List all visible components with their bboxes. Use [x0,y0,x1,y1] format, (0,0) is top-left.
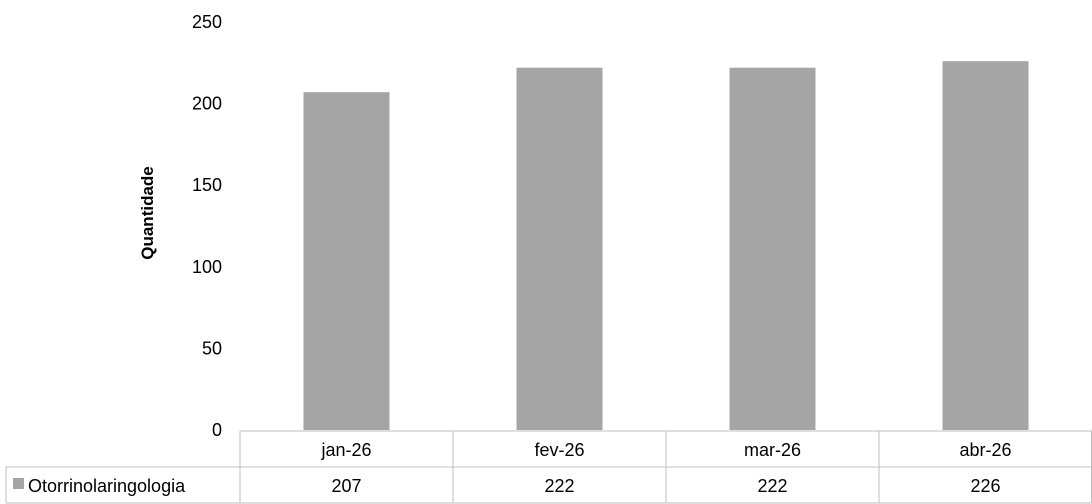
data-table-value: 226 [970,476,1000,496]
legend-swatch [13,478,24,489]
bar-fev-26 [516,67,603,430]
y-tick-label: 250 [192,12,222,32]
bar-abr-26 [942,61,1029,430]
y-tick-label: 50 [202,338,222,358]
y-tick-label: 200 [192,94,222,114]
y-tick-label: 150 [192,175,222,195]
y-axis-ticks: 0 50 100 150 200 250 [192,12,222,440]
bars-layer [303,61,1029,430]
legend-series-name: Otorrinolaringologia [28,476,186,496]
data-table-value: 222 [757,476,787,496]
y-tick-label: 0 [212,420,222,440]
data-table-value: 207 [331,476,361,496]
data-table-value: 222 [544,476,574,496]
y-tick-label: 100 [192,257,222,277]
bar-mar-26 [729,67,816,430]
x-category-label: jan-26 [320,440,371,460]
x-category-label: mar-26 [744,440,801,460]
y-axis-label: Quantidade [138,166,157,260]
x-category-label: fev-26 [534,440,584,460]
bar-jan-26 [303,92,390,430]
x-category-label: abr-26 [959,440,1011,460]
data-table: jan-26 207 fev-26 222 mar-26 222 abr-26 226 Otor… [5,430,1092,504]
